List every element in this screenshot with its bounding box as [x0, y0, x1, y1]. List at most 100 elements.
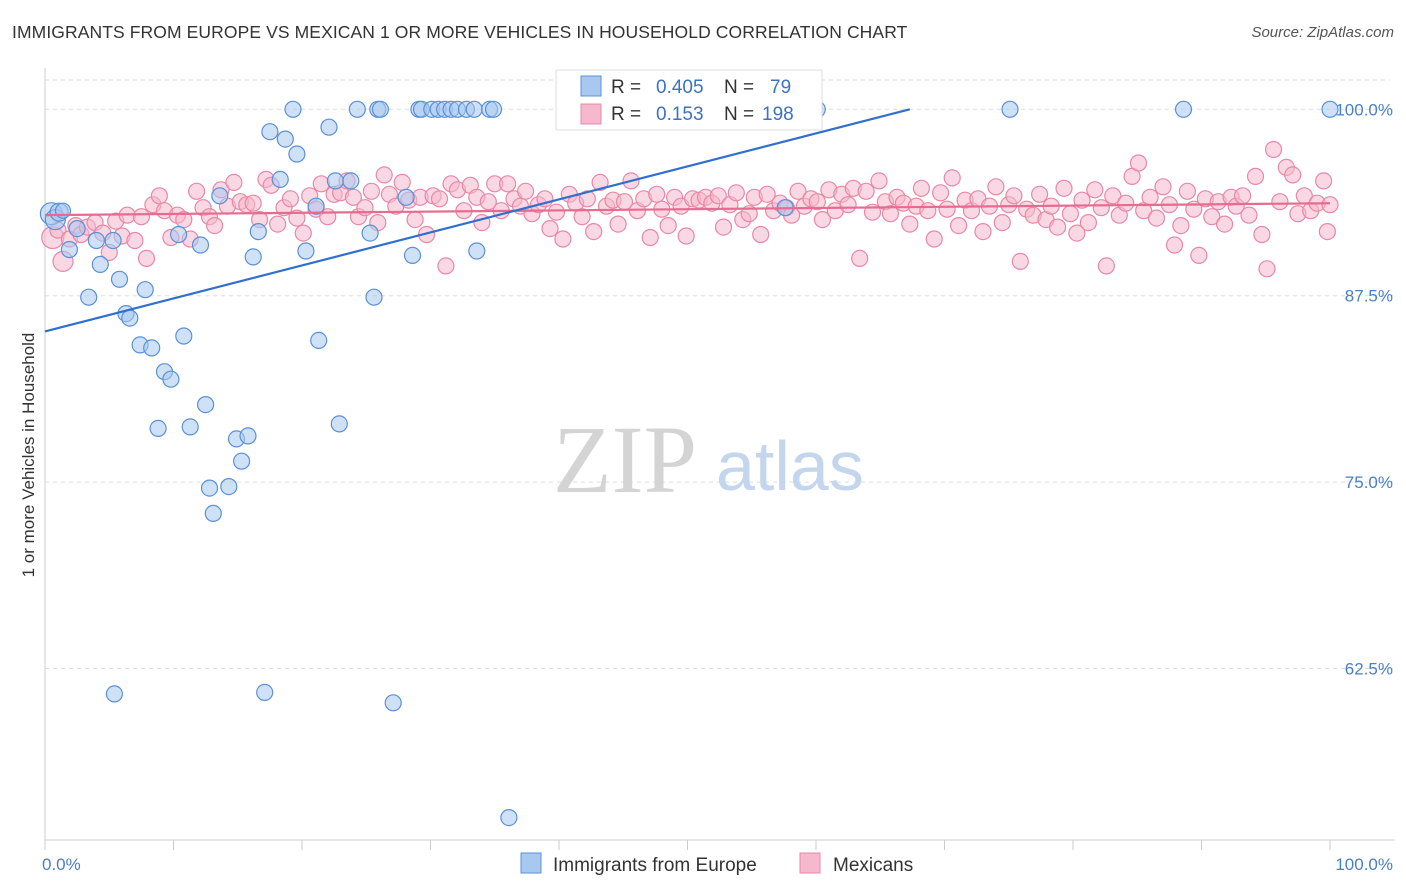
- mexicans-point: [126, 231, 144, 250]
- mexicans-point: [554, 230, 572, 248]
- x-tick-label-min: 0.0%: [42, 855, 81, 874]
- mexicans-point: [943, 169, 961, 187]
- watermark: ZIP atlas: [553, 406, 864, 513]
- europe-point: [468, 242, 486, 260]
- europe-point: [288, 145, 306, 163]
- europe-point: [143, 339, 161, 357]
- mexicans-point: [1240, 206, 1258, 224]
- x-tick-label-max: 100.0%: [1335, 855, 1393, 874]
- mexicans-point: [288, 209, 306, 227]
- mexicans-point: [839, 196, 857, 214]
- mexicans-point: [281, 190, 299, 208]
- mexicans-point: [1055, 179, 1073, 197]
- mexicans-point: [516, 182, 535, 200]
- mexicans-point: [437, 257, 455, 275]
- europe-point: [371, 100, 389, 118]
- mexicans-point: [1314, 172, 1333, 190]
- series-legend-swatch-europe: [520, 852, 542, 874]
- legend-swatch-europe: [580, 75, 602, 97]
- mexicans-point: [375, 166, 393, 184]
- mexicans-point: [362, 182, 380, 200]
- mexicans-point: [1264, 140, 1283, 159]
- mexicans-point: [479, 193, 497, 211]
- europe-point: [162, 370, 180, 388]
- europe-point: [244, 248, 262, 266]
- mexicans-point: [901, 215, 919, 233]
- mexicans-point: [1068, 224, 1086, 242]
- mexicans-point: [578, 190, 596, 208]
- mexicans-point: [1048, 218, 1067, 236]
- source-credit: Source: ZipAtlas.com: [1251, 24, 1394, 41]
- mexicans-point: [1253, 225, 1271, 244]
- europe-point: [104, 231, 122, 250]
- europe-point: [326, 172, 344, 190]
- europe-point: [310, 331, 328, 349]
- mexicans-point: [1117, 194, 1135, 212]
- mexicans-point: [648, 185, 666, 203]
- mexicans-point: [1190, 246, 1208, 264]
- europe-point: [465, 100, 483, 118]
- mexicans-point: [949, 217, 968, 235]
- mexicans-point: [1203, 208, 1221, 226]
- mexicans-trend-line: [44, 202, 1331, 217]
- mexicans-point: [925, 230, 943, 248]
- mexicans-point: [1165, 236, 1184, 254]
- europe-point: [276, 130, 294, 148]
- mexicans-point: [1172, 217, 1190, 235]
- mexicans-point: [938, 200, 956, 218]
- mexicans-point: [294, 224, 312, 242]
- mexicans-points: [41, 140, 1339, 278]
- mexicans-point: [727, 184, 745, 202]
- europe-point: [484, 100, 503, 118]
- europe-point: [348, 100, 366, 118]
- series-legend-label-europe: Immigrants from Europe: [553, 855, 757, 876]
- europe-point: [121, 309, 139, 327]
- europe-point: [256, 683, 274, 702]
- mexicans-point: [1011, 252, 1029, 270]
- legend-r-label-europe: R =: [611, 77, 641, 98]
- mexicans-point: [573, 208, 591, 226]
- mexicans-point: [857, 182, 875, 200]
- mexicans-point: [1321, 196, 1339, 214]
- europe-point: [307, 197, 325, 215]
- mexicans-point: [430, 190, 449, 208]
- chart-title: IMMIGRANTS FROM EUROPE VS MEXICAN 1 OR M…: [12, 22, 908, 42]
- legend-n-label-mexicans: N =: [724, 104, 754, 125]
- europe-point: [110, 270, 129, 288]
- y-tick-label: 62.5%: [1345, 660, 1393, 679]
- mexicans-point: [1154, 178, 1172, 196]
- mexicans-point: [709, 187, 727, 205]
- mexicans-point: [881, 205, 900, 223]
- mexicans-point: [499, 175, 517, 193]
- mexicans-point: [851, 249, 869, 267]
- mexicans-point: [406, 211, 424, 229]
- legend-r-label-mexicans: R =: [611, 104, 641, 125]
- legend-swatch-mexicans: [580, 103, 602, 125]
- mexicans-point: [269, 215, 287, 233]
- mexicans-point: [244, 194, 262, 212]
- watermark-zip: ZIP: [553, 406, 697, 513]
- europe-point: [365, 288, 383, 306]
- europe-point: [500, 808, 518, 827]
- mexicans-point: [132, 208, 150, 226]
- mexicans-point: [150, 187, 168, 205]
- europe-point: [249, 223, 267, 241]
- mexicans-point: [225, 173, 243, 191]
- europe-point: [60, 240, 79, 259]
- europe-point: [271, 170, 289, 188]
- mexicans-point: [344, 188, 362, 206]
- mexicans-point: [1178, 182, 1197, 200]
- series-legend-swatch-mexicans: [799, 852, 821, 874]
- europe-point: [403, 246, 422, 264]
- mexicans-point: [312, 175, 330, 193]
- europe-point: [330, 415, 348, 433]
- mexicans-point: [789, 182, 807, 200]
- mexicans-point: [1147, 209, 1166, 227]
- europe-point: [342, 172, 360, 190]
- mexicans-point: [1030, 185, 1049, 203]
- mexicans-point: [1061, 205, 1080, 223]
- mexicans-point: [912, 179, 931, 197]
- europe-point: [233, 452, 251, 470]
- mexicans-point: [931, 184, 950, 202]
- mexicans-point: [188, 182, 206, 200]
